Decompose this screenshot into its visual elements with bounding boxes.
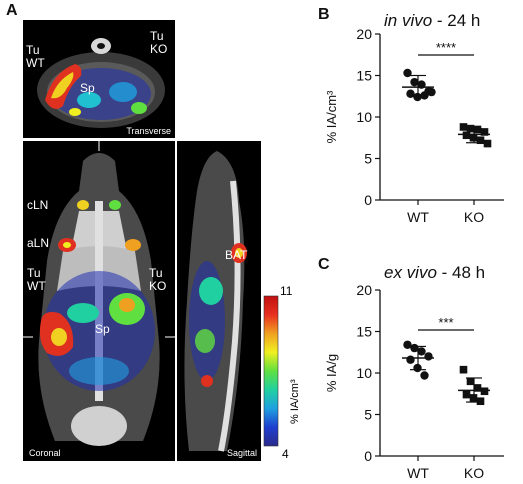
colorbar-gradient	[263, 295, 279, 447]
coronal-label-tu-ko: Tu KO	[149, 266, 167, 293]
data-point-wt	[410, 77, 419, 87]
coronal-label-tu-wt: Tu WT	[27, 266, 46, 293]
data-point-wt	[420, 91, 429, 100]
chart-title: ex vivo - 48 h	[384, 263, 485, 282]
data-point-wt	[417, 347, 426, 356]
significance-label: ****	[436, 40, 456, 55]
y-axis-label: % IA/g	[324, 354, 339, 392]
y-tick-label: 5	[364, 407, 372, 423]
colorbar-unit-label: % IA/cm³	[289, 379, 301, 424]
data-point-wt	[420, 371, 429, 380]
transverse-label-tu-ko: Tu KO	[150, 29, 168, 56]
sagittal-scan-image: BAT Sagittal	[177, 141, 261, 461]
y-axis-label: % IA/cm³	[324, 90, 339, 143]
data-point-wt	[427, 87, 436, 97]
y-tick-label: 0	[364, 192, 372, 208]
coronal-label-aln: aLN	[27, 236, 50, 250]
data-point-wt	[406, 355, 415, 364]
data-point-ko	[473, 384, 482, 392]
data-point-ko	[473, 125, 482, 134]
colorbar: 11 4 % IA/cm³	[263, 284, 301, 460]
panel-letter-b: B	[318, 6, 330, 23]
data-point-ko	[466, 377, 475, 386]
data-point-ko	[462, 390, 471, 399]
y-tick-label: 20	[356, 282, 372, 298]
panel-letter-c: C	[318, 256, 330, 273]
transverse-label-sp: Sp	[80, 81, 95, 95]
transverse-view-label: Transverse	[126, 126, 171, 136]
y-tick-label: 15	[356, 68, 372, 84]
significance-label: ***	[438, 315, 453, 330]
data-point-wt	[413, 92, 422, 102]
data-point-wt	[403, 68, 412, 78]
sagittal-label-bat: BAT	[225, 248, 248, 262]
data-point-ko	[459, 365, 468, 374]
x-tick-label: WT	[407, 465, 429, 481]
x-tick-label: WT	[407, 209, 429, 225]
data-point-ko	[483, 139, 492, 148]
sagittal-scan-graphic	[184, 151, 247, 452]
coronal-view-label: Coronal	[29, 448, 61, 458]
sagittal-view-label: Sagittal	[226, 448, 257, 458]
x-tick-label: KO	[464, 465, 484, 481]
y-tick-label: 10	[356, 365, 372, 381]
data-point-ko	[480, 387, 489, 396]
data-point-ko	[462, 131, 471, 140]
data-point-ko	[480, 128, 489, 136]
colorbar-max-label: 11	[280, 284, 293, 298]
chart-ex-vivo: ex vivo - 48 h 0 5 10 15 20 % IA/g WT KO ***	[324, 263, 504, 481]
y-tick-label: 15	[356, 324, 372, 340]
coronal-label-sp: Sp	[95, 322, 110, 336]
coronal-label-cln: cLN	[27, 198, 49, 212]
transverse-scan-graphic	[37, 38, 165, 128]
chart-title: in vivo - 24 h	[384, 11, 480, 30]
coronal-scan-graphic	[23, 141, 175, 446]
chart-in-vivo: in vivo - 24 h 0 5 10 15 20 % IA/cm³ WT KO ****	[324, 11, 504, 225]
data-point-ko	[476, 136, 485, 145]
y-tick-label: 20	[356, 26, 372, 42]
y-tick-label: 5	[364, 151, 372, 167]
x-tick-label: KO	[464, 209, 484, 225]
data-point-wt	[424, 352, 433, 361]
coronal-scan-image: cLN aLN Tu WT Tu KO Sp Coronal	[23, 141, 175, 461]
data-point-ko	[476, 397, 485, 406]
colorbar-min-label: 4	[282, 447, 289, 460]
transverse-label-tu-wt: Tu WT	[26, 43, 45, 70]
data-point-ko	[459, 123, 468, 131]
y-tick-label: 0	[364, 448, 372, 464]
panel-letter-a: A	[6, 2, 18, 19]
y-tick-label: 10	[356, 109, 372, 125]
transverse-scan-image: Tu WT Tu KO Sp Transverse	[23, 20, 175, 138]
data-point-wt	[403, 340, 412, 349]
